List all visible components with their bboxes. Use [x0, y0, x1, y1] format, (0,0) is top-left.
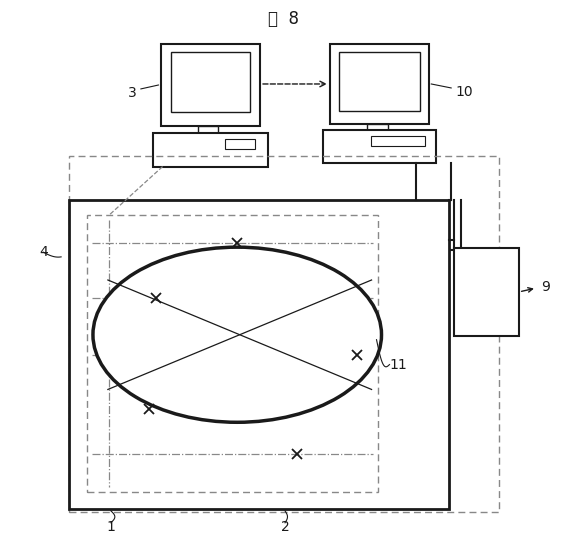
Text: 11: 11 [390, 358, 407, 372]
Bar [69, 200, 449, 509]
Bar [454, 248, 519, 336]
Bar [225, 139, 255, 149]
Bar [153, 132, 268, 167]
Text: 3: 3 [128, 86, 137, 100]
Text: 10: 10 [455, 85, 473, 99]
Bar [69, 155, 499, 512]
Bar [160, 44, 260, 126]
Bar [330, 44, 429, 124]
Text: 2: 2 [281, 520, 289, 534]
Text: 図  8: 図 8 [268, 10, 298, 29]
Bar [367, 124, 388, 130]
Text: 9: 9 [541, 280, 549, 294]
Bar [338, 52, 420, 111]
Ellipse shape [93, 247, 382, 422]
Text: 1: 1 [107, 520, 115, 534]
Bar [171, 52, 250, 112]
Bar [87, 215, 378, 492]
Bar [198, 126, 218, 132]
Bar [371, 136, 425, 146]
Bar [323, 130, 436, 163]
Text: 4: 4 [39, 245, 48, 259]
